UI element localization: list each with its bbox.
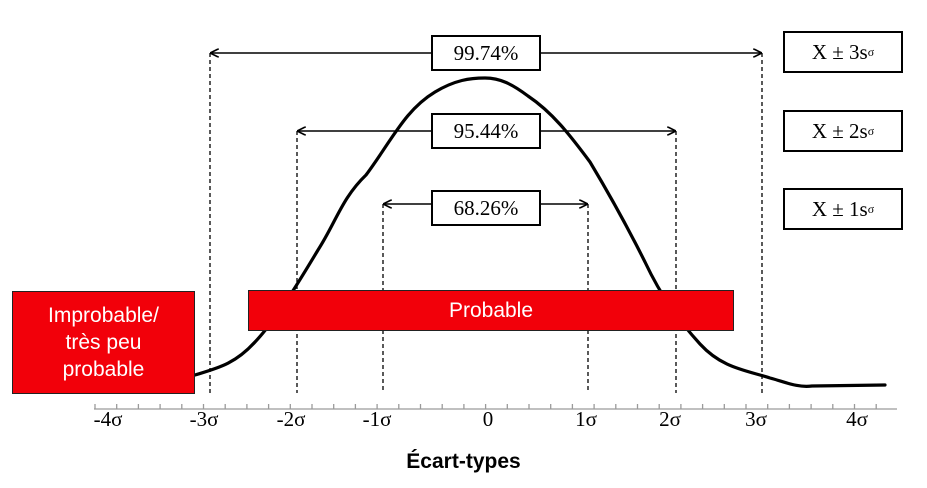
tick-label-3-sigma: 3σ [745, 407, 767, 431]
bell-curve [193, 76, 887, 388]
sigma-boundary-lines [209, 53, 763, 393]
formula-box-1-sigma: X ± 1s σ [783, 188, 903, 230]
formula-text: X ± 1s [811, 196, 868, 221]
probable-region-box: Probable [248, 290, 734, 331]
formula-subscript: σ [867, 201, 875, 216]
probable-label: Probable [448, 298, 534, 322]
tick-label-4-sigma: 4σ [846, 407, 868, 431]
tick-label-minus-4-sigma: -4σ [93, 407, 123, 431]
formula-box-3-sigma: X ± 3s σ [783, 31, 903, 73]
interval-label-1-sigma: 68.26% [431, 190, 541, 226]
tick-label-minus-3-sigma: -3σ [189, 407, 219, 431]
interval-label-2-sigma: 95.44% [431, 113, 541, 149]
improbable-line: Improbable/ [48, 304, 159, 327]
formula-text: X ± 2s [811, 118, 868, 143]
formula-text: X ± 3s [811, 39, 868, 64]
tick-label-minus-2-sigma: -2σ [276, 407, 306, 431]
interval-label-3-sigma: 99.74% [431, 35, 541, 71]
improbable-line: probable [62, 358, 145, 381]
formula-subscript: σ [867, 44, 875, 59]
improbable-line: très peu [65, 331, 142, 354]
tick-label-minus-1-sigma: -1σ [362, 407, 392, 431]
x-axis-title: Écart-types [406, 450, 521, 473]
tick-label-zero: 0 [482, 407, 494, 431]
x-axis-ticks [94, 404, 877, 409]
formula-box-2-sigma: X ± 2s σ [783, 110, 903, 152]
x-axis [94, 404, 897, 410]
tick-label-1-sigma: 1σ [575, 407, 597, 431]
formula-subscript: σ [867, 123, 875, 138]
tick-label-2-sigma: 2σ [659, 407, 681, 431]
improbable-label: Improbable/ très peu probable [48, 302, 159, 383]
improbable-region-box: Improbable/ très peu probable [12, 291, 195, 394]
